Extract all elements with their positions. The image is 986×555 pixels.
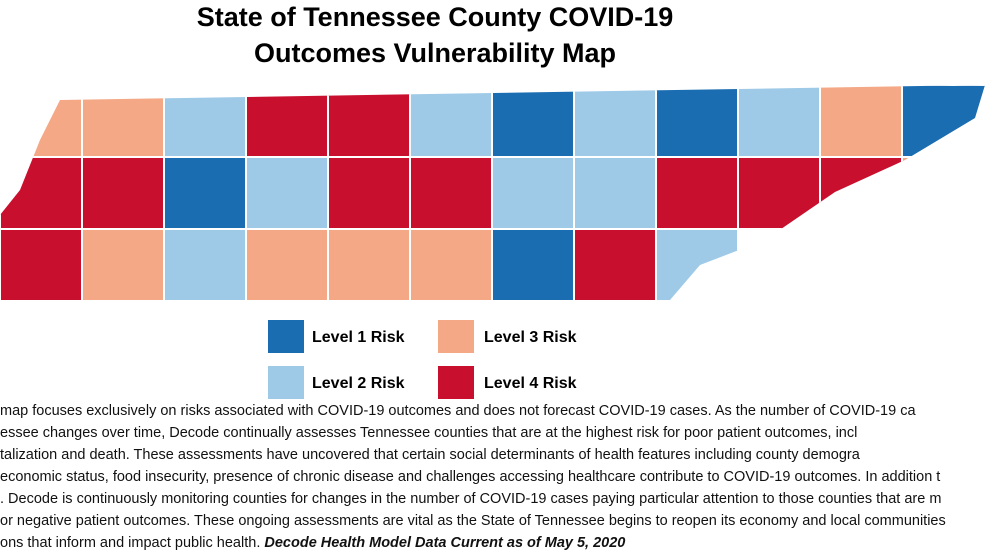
county [163, 85, 247, 158]
paragraph-line: map focuses exclusively on risks associa… [0, 403, 916, 419]
paragraph-block: ons that inform and impact public health… [0, 535, 986, 551]
county [81, 156, 165, 230]
county [491, 156, 575, 230]
paragraph-line: talization and death. These assessments … [0, 447, 860, 463]
county [819, 156, 903, 230]
map: Level 1 Risk Level 2 Risk Level 3 Risk L… [0, 85, 985, 399]
county [327, 85, 411, 158]
county [327, 228, 411, 300]
county [0, 228, 83, 300]
county [491, 85, 575, 158]
county [901, 85, 985, 158]
legend-swatch [438, 320, 474, 353]
county [655, 156, 739, 230]
county [327, 156, 411, 230]
county [409, 228, 493, 300]
county [491, 228, 575, 300]
legend-label: Level 2 Risk [312, 375, 405, 392]
county [163, 228, 247, 300]
county [163, 156, 247, 230]
paragraph-line: ons that inform and impact public health… [0, 535, 261, 551]
county [573, 85, 657, 158]
legend-swatch [268, 320, 304, 353]
county [245, 85, 329, 158]
county [819, 85, 903, 158]
county [81, 85, 165, 158]
legend-swatch [438, 366, 474, 399]
county [737, 156, 821, 230]
paragraph-line: or negative patient outcomes. These ongo… [0, 513, 946, 529]
county [655, 85, 739, 158]
county-map [0, 85, 985, 300]
county [81, 228, 165, 300]
county [245, 228, 329, 300]
county [737, 85, 821, 158]
legend-label: Level 1 Risk [312, 329, 405, 346]
title-line: State of Tennessee County COVID-19 [196, 2, 674, 32]
county [409, 85, 493, 158]
footnote: Decode Health Model Data Current as of M… [264, 535, 626, 551]
county [901, 156, 985, 230]
legend-label: Level 4 Risk [484, 375, 577, 392]
county [0, 156, 83, 230]
county [655, 228, 739, 300]
county [0, 85, 83, 158]
county [573, 228, 657, 300]
county [573, 156, 657, 230]
legend-label: Level 3 Risk [484, 329, 577, 346]
county [409, 156, 493, 230]
title-line: Outcomes Vulnerability Map [253, 38, 617, 68]
county [245, 156, 329, 230]
paragraph-line: . Decode is continuously monitoring coun… [0, 491, 942, 507]
legend-swatch [268, 366, 304, 399]
paragraph-line: economic status, food insecurity, presen… [0, 469, 941, 485]
paragraph-line: essee changes over time, Decode continua… [0, 425, 858, 441]
